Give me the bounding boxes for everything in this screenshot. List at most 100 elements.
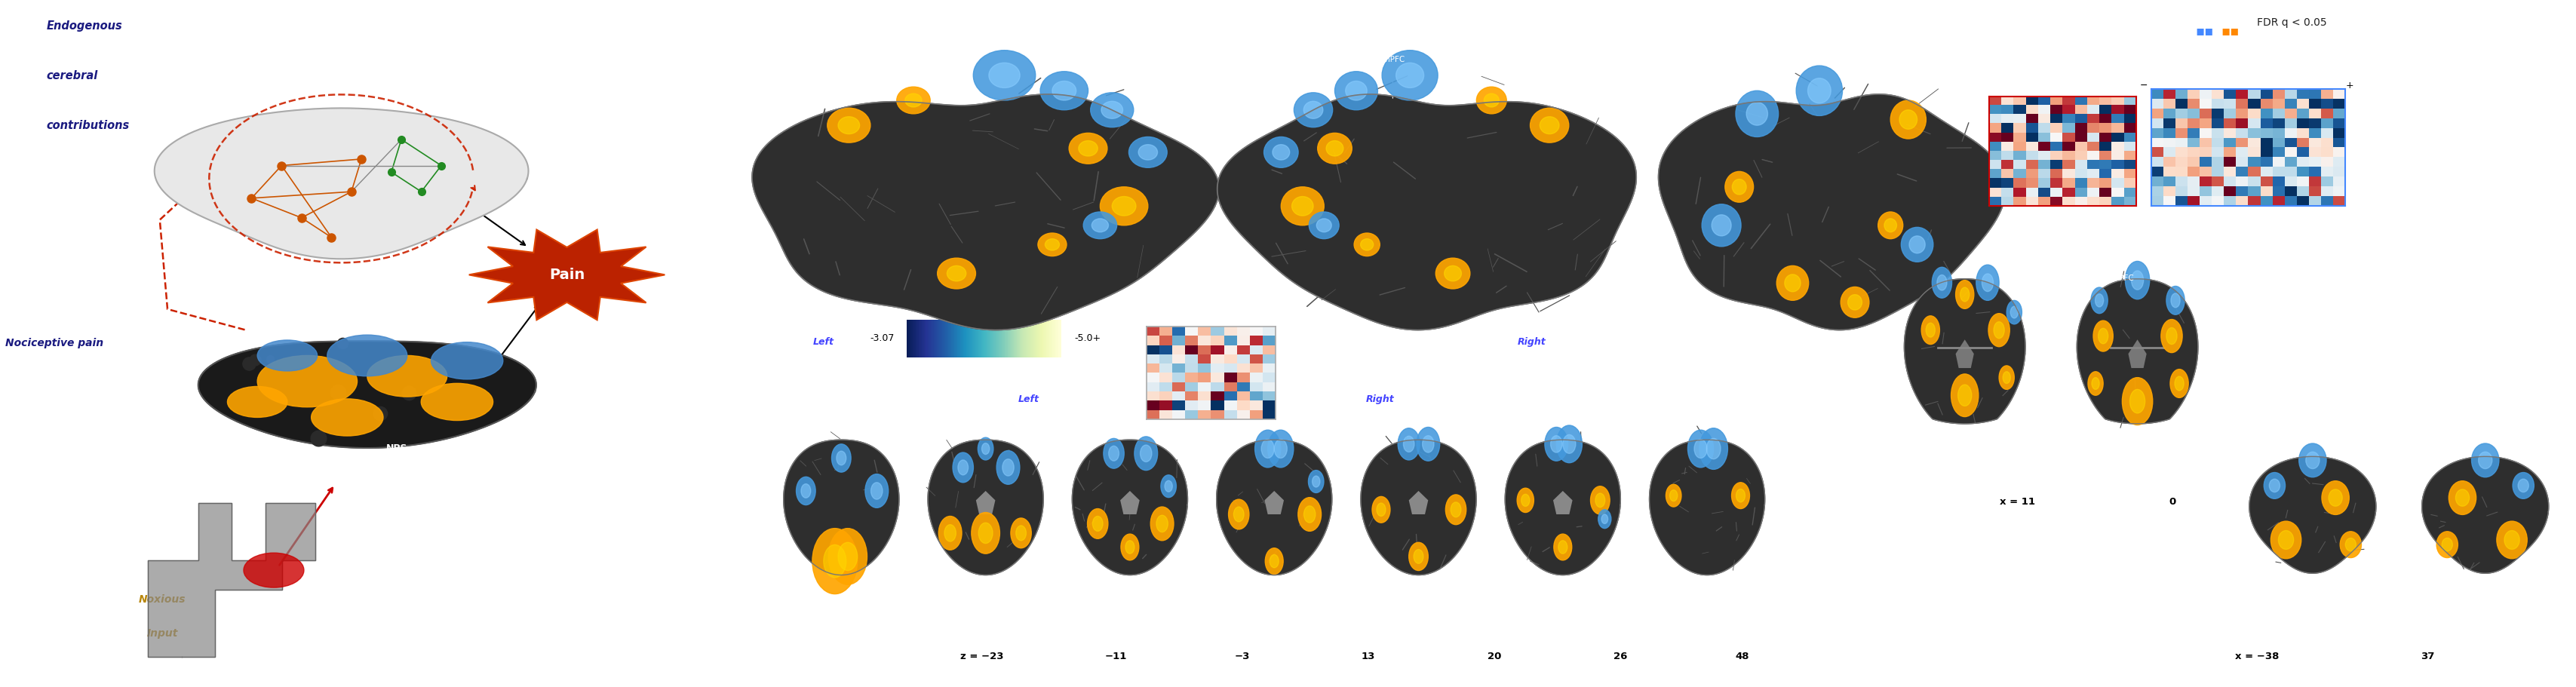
Circle shape [1234, 507, 1244, 522]
Text: dmPFC: dmPFC [1378, 56, 1404, 63]
Polygon shape [2249, 456, 2375, 573]
Circle shape [245, 553, 304, 587]
Circle shape [1445, 495, 1466, 525]
Circle shape [1360, 239, 1373, 250]
Text: x = −38: x = −38 [2233, 651, 2280, 661]
Circle shape [1087, 508, 1108, 539]
Polygon shape [783, 440, 899, 575]
Circle shape [832, 444, 850, 472]
Circle shape [1731, 179, 1747, 194]
Circle shape [1595, 493, 1605, 507]
Circle shape [1530, 108, 1569, 143]
Bar [2043, 261, 2089, 302]
Polygon shape [147, 503, 314, 657]
Circle shape [1937, 275, 1947, 291]
Circle shape [227, 386, 289, 417]
Circle shape [1687, 430, 1713, 467]
Circle shape [1373, 497, 1391, 523]
Circle shape [1291, 196, 1314, 216]
Text: aINS: aINS [2249, 451, 2269, 458]
Circle shape [1092, 218, 1108, 232]
Text: x = 11: x = 11 [1999, 497, 2035, 506]
Circle shape [2092, 321, 2112, 352]
Circle shape [1589, 486, 1610, 515]
Circle shape [1747, 102, 1767, 125]
Circle shape [1435, 258, 1468, 289]
Circle shape [1958, 385, 1971, 406]
Circle shape [2269, 521, 2300, 559]
Circle shape [971, 513, 999, 554]
Circle shape [430, 342, 502, 379]
Circle shape [1775, 266, 1808, 300]
Polygon shape [2421, 456, 2548, 573]
Bar [1077, 330, 1141, 419]
Circle shape [1723, 172, 1754, 202]
Circle shape [2306, 452, 2318, 469]
Circle shape [1597, 510, 1610, 528]
Circle shape [1901, 227, 1932, 262]
Text: dmPFC: dmPFC [2164, 247, 2190, 254]
Circle shape [1309, 212, 1340, 239]
Circle shape [979, 523, 992, 543]
Circle shape [2094, 294, 2102, 307]
Circle shape [1265, 548, 1283, 574]
Circle shape [871, 482, 881, 499]
Circle shape [1700, 428, 1728, 469]
Circle shape [1309, 471, 1324, 493]
Text: MCC/SMA: MCC/SMA [2249, 227, 2290, 235]
Circle shape [1262, 440, 1275, 458]
Circle shape [979, 438, 994, 460]
Circle shape [258, 355, 358, 407]
Circle shape [1847, 295, 1862, 310]
Circle shape [801, 484, 811, 498]
Circle shape [1113, 196, 1136, 216]
Circle shape [1270, 554, 1278, 567]
Polygon shape [1504, 440, 1620, 575]
Circle shape [1046, 239, 1059, 250]
Polygon shape [752, 94, 1218, 330]
Circle shape [2007, 300, 2022, 324]
Polygon shape [1649, 440, 1765, 575]
Text: Right: Right [1365, 394, 1394, 404]
Circle shape [1561, 435, 1574, 453]
Circle shape [258, 340, 317, 371]
Text: 26: 26 [1613, 651, 1628, 661]
Circle shape [1667, 484, 1682, 507]
Text: TP: TP [1801, 43, 1811, 50]
Text: Left: Left [814, 337, 835, 347]
Polygon shape [1216, 94, 1636, 330]
Circle shape [1082, 212, 1115, 239]
Circle shape [1273, 144, 1291, 160]
Bar [2043, 316, 2089, 357]
Circle shape [1808, 78, 1832, 103]
Text: ▪▪: ▪▪ [2195, 24, 2213, 38]
Circle shape [1108, 446, 1118, 461]
Circle shape [1255, 430, 1280, 467]
Circle shape [1133, 436, 1157, 471]
Circle shape [2298, 443, 2326, 477]
Circle shape [1376, 503, 1386, 516]
Circle shape [1417, 427, 1440, 461]
Circle shape [1100, 187, 1149, 225]
Circle shape [1298, 497, 1321, 531]
Circle shape [1414, 550, 1422, 563]
Circle shape [2009, 306, 2017, 318]
Circle shape [1273, 440, 1288, 458]
Circle shape [1976, 264, 1999, 300]
Circle shape [1705, 438, 1721, 459]
Circle shape [1999, 365, 2014, 390]
Circle shape [2089, 287, 2107, 313]
Text: 0: 0 [2169, 497, 2174, 506]
Text: ▪▪: ▪▪ [2221, 24, 2239, 38]
Circle shape [796, 477, 814, 505]
Circle shape [1293, 93, 1332, 127]
Circle shape [953, 453, 974, 482]
Circle shape [981, 443, 989, 454]
Circle shape [1695, 440, 1708, 458]
Text: dpINS: dpINS [1401, 482, 1427, 489]
Circle shape [1922, 316, 1940, 344]
Polygon shape [1216, 440, 1332, 575]
Circle shape [1381, 50, 1437, 100]
Circle shape [1139, 445, 1151, 462]
Circle shape [2437, 532, 2458, 558]
